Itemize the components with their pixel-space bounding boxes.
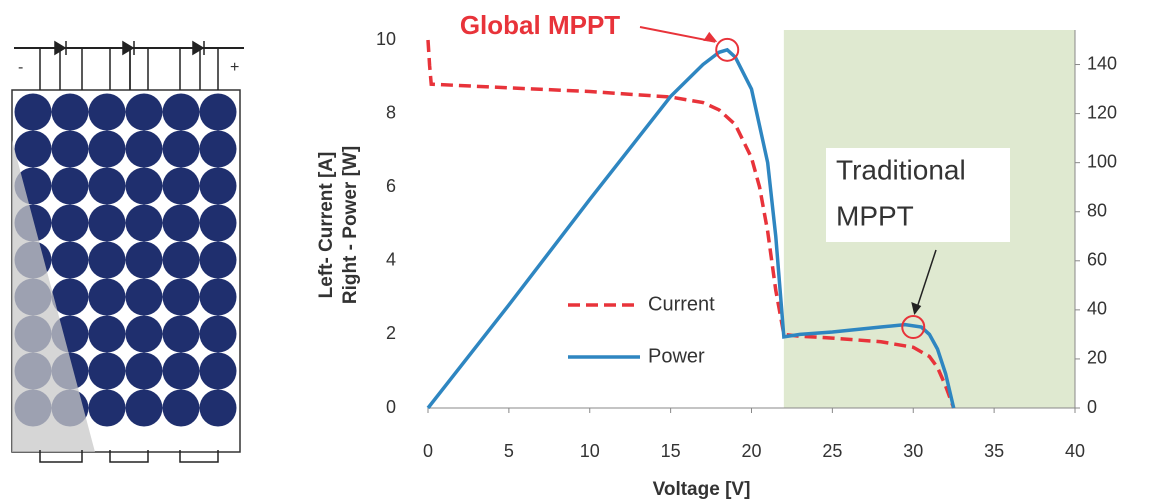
y-tick-label: 2 — [386, 323, 396, 343]
solar-cell — [162, 315, 200, 353]
mppt-marker — [901, 315, 926, 340]
y2-tick-label: 20 — [1087, 348, 1107, 368]
solar-cell — [88, 167, 126, 205]
solar-cell — [51, 93, 89, 131]
diode — [192, 40, 205, 56]
solar-cell — [162, 93, 200, 131]
x-tick-label: 40 — [1065, 441, 1085, 461]
x-tick-label: 5 — [504, 441, 514, 461]
annotation-arrow — [914, 249, 937, 314]
mppt-marker — [715, 37, 740, 62]
y2-tick-label: 0 — [1087, 397, 1097, 417]
solar-cell — [199, 167, 237, 205]
solar-cell — [199, 389, 237, 427]
y-axis-label: Left- Current [A] — [316, 152, 337, 299]
annotation-box — [826, 148, 1010, 242]
shadow — [12, 140, 95, 452]
arrow-head — [911, 302, 922, 316]
bypass-wire — [109, 48, 149, 463]
solar-cell — [125, 167, 163, 205]
x-tick-label: 25 — [822, 441, 842, 461]
x-tick-label: 30 — [903, 441, 923, 461]
solar-cell — [162, 352, 200, 390]
solar-cell — [125, 315, 163, 353]
annotation: Global MPPT — [460, 10, 620, 40]
x-axis-label: Voltage [V] — [653, 479, 751, 500]
solar-cell — [88, 389, 126, 427]
solar-cell — [125, 241, 163, 279]
solar-cell — [125, 352, 163, 390]
solar-cell — [51, 130, 89, 168]
solar-cell — [125, 204, 163, 242]
annotation: Traditional — [836, 154, 966, 185]
solar-cell — [88, 278, 126, 316]
y2-tick-label: 80 — [1087, 200, 1107, 220]
annotation: MPPT — [836, 200, 914, 231]
solar-cell — [199, 241, 237, 279]
y-tick-label: 4 — [386, 250, 396, 270]
solar-cell — [88, 315, 126, 353]
solar-cell — [51, 278, 89, 316]
legend-label: Power — [648, 345, 705, 367]
solar-cell — [199, 278, 237, 316]
solar-cell — [199, 93, 237, 131]
solar-cell — [162, 130, 200, 168]
plus-sign: + — [230, 59, 239, 76]
y2-tick-label: 60 — [1087, 250, 1107, 270]
solar-cell — [125, 389, 163, 427]
solar-cell — [88, 93, 126, 131]
x-tick-label: 35 — [984, 441, 1004, 461]
solar-cell — [162, 204, 200, 242]
solar-cell — [125, 130, 163, 168]
legend-label: Current — [648, 293, 715, 315]
y-tick-label: 8 — [386, 102, 396, 122]
solar-panel: - + — [11, 40, 244, 463]
solar-cell — [88, 241, 126, 279]
annotation-arrow — [639, 26, 716, 43]
diode — [122, 40, 135, 56]
series-line — [426, 39, 956, 409]
x-tick-label: 10 — [580, 441, 600, 461]
solar-cell — [88, 352, 126, 390]
solar-cell — [88, 204, 126, 242]
solar-cell — [125, 93, 163, 131]
solar-cell — [199, 130, 237, 168]
y2-tick-label: 100 — [1087, 151, 1117, 171]
string-wire — [129, 48, 201, 90]
y-tick-label: 0 — [386, 397, 396, 417]
solar-cell — [162, 167, 200, 205]
solar-cell — [199, 204, 237, 242]
solar-cell — [199, 352, 237, 390]
solar-cell — [51, 241, 89, 279]
bypass-wire — [179, 48, 219, 463]
bypass-wire — [39, 48, 83, 463]
solar-cell — [162, 278, 200, 316]
solar-cell — [162, 241, 200, 279]
solar-cell — [199, 315, 237, 353]
minus-sign: - — [18, 59, 23, 76]
y2-tick-label: 140 — [1087, 53, 1117, 73]
series-line — [426, 47, 956, 410]
solar-cell — [125, 278, 163, 316]
y-tick-label: 10 — [376, 29, 396, 49]
solar-cell — [162, 389, 200, 427]
x-tick-label: 15 — [661, 441, 681, 461]
y2-tick-label: 40 — [1087, 299, 1107, 319]
solar-cell — [88, 130, 126, 168]
y2-tick-label: 120 — [1087, 102, 1117, 122]
string-wire — [59, 48, 131, 90]
x-tick-label: 20 — [741, 441, 761, 461]
y-tick-label: 6 — [386, 176, 396, 196]
solar-cell — [14, 130, 52, 168]
solar-cell — [14, 93, 52, 131]
arrow-head — [703, 31, 718, 42]
solar-cell — [51, 204, 89, 242]
solar-cell — [51, 167, 89, 205]
y-axis-label: Right - Power [W] — [340, 146, 361, 304]
x-tick-label: 0 — [423, 441, 433, 461]
